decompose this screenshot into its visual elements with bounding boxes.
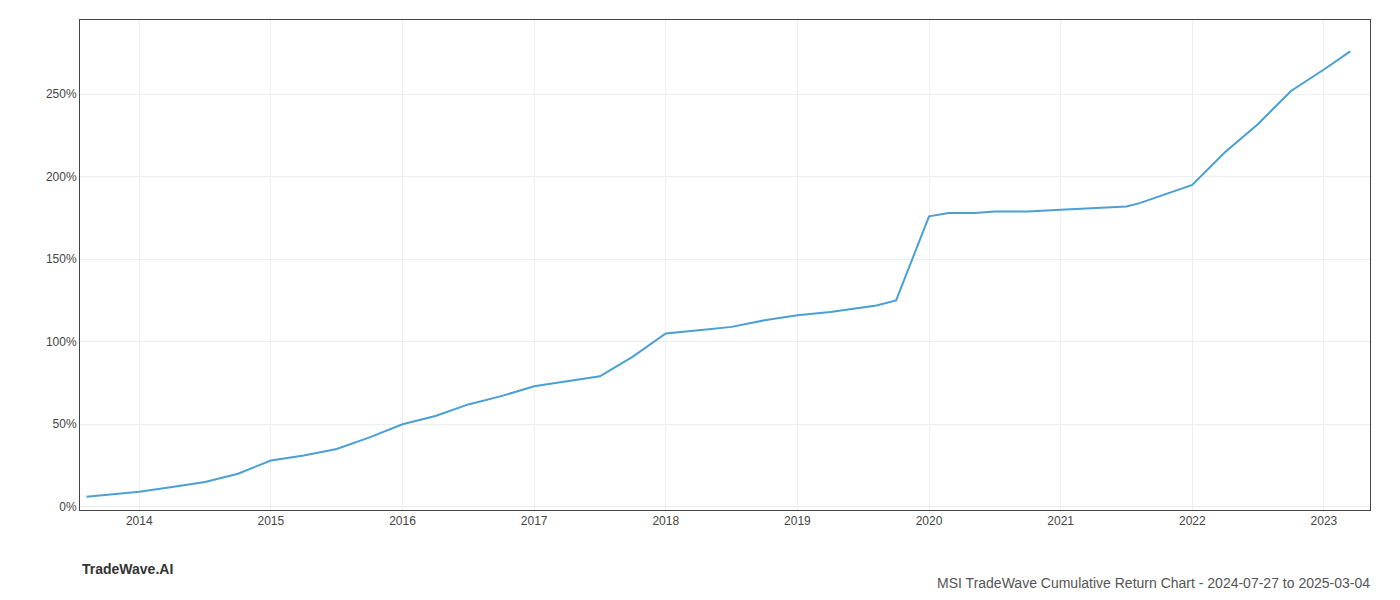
svg-text:250%: 250% — [46, 87, 77, 101]
svg-text:50%: 50% — [53, 417, 77, 431]
svg-text:100%: 100% — [46, 335, 77, 349]
svg-text:200%: 200% — [46, 170, 77, 184]
svg-text:0%: 0% — [59, 500, 77, 514]
svg-text:2020: 2020 — [916, 514, 943, 528]
svg-text:2016: 2016 — [389, 514, 416, 528]
svg-text:150%: 150% — [46, 252, 77, 266]
svg-text:2018: 2018 — [652, 514, 679, 528]
svg-text:2021: 2021 — [1047, 514, 1074, 528]
svg-text:2019: 2019 — [784, 514, 811, 528]
svg-text:TradeWave.AI: TradeWave.AI — [82, 561, 173, 577]
svg-text:2017: 2017 — [521, 514, 548, 528]
svg-text:2014: 2014 — [126, 514, 153, 528]
svg-text:2022: 2022 — [1179, 514, 1206, 528]
svg-text:2015: 2015 — [258, 514, 285, 528]
svg-text:2023: 2023 — [1311, 514, 1338, 528]
svg-text:MSI TradeWave Cumulative Retur: MSI TradeWave Cumulative Return Chart - … — [937, 575, 1370, 591]
